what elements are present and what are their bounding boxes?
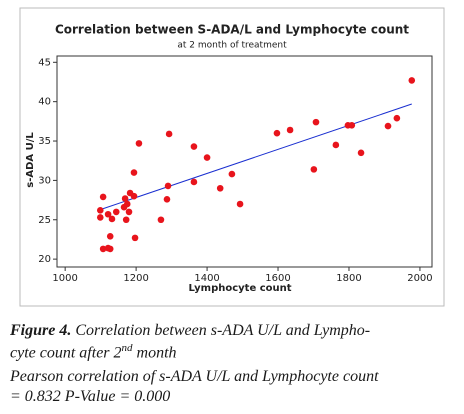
- x-tick-label: 1400: [194, 273, 219, 284]
- chart-subtitle: at 2 month of treatment: [177, 41, 287, 51]
- point: [112, 208, 120, 216]
- y-tick-label: 35: [38, 136, 51, 147]
- fit-line: [100, 103, 412, 210]
- point: [130, 169, 138, 176]
- point: [408, 77, 416, 84]
- figure-label: Figure 4.: [10, 322, 72, 339]
- point: [164, 182, 172, 190]
- point: [190, 178, 198, 186]
- point: [131, 234, 139, 242]
- point: [122, 216, 130, 224]
- caption-line: Pearson correlation of s-ADA U/L and Lym…: [10, 368, 379, 386]
- point: [393, 114, 401, 122]
- point: [123, 200, 131, 208]
- x-tick-label: 1000: [52, 273, 77, 284]
- point: [165, 130, 173, 138]
- point: [273, 129, 281, 137]
- x-tick-label: 1800: [336, 273, 361, 284]
- caption-text: = 0.832 P-Value = 0.000: [10, 388, 171, 405]
- x-axis-label: Lymphocyte count: [188, 283, 291, 294]
- x-tick-label: 1600: [265, 273, 290, 284]
- x-tick-label: 2000: [407, 273, 432, 284]
- y-axis-label: s-ADA U/L: [25, 132, 36, 188]
- point: [96, 214, 104, 221]
- point: [228, 170, 236, 178]
- point: [121, 195, 129, 202]
- superscript: nd: [121, 342, 133, 354]
- plot-area: [56, 55, 433, 268]
- caption-line: cyte count after 2nd month: [10, 342, 177, 362]
- point: [384, 122, 392, 130]
- point: [236, 200, 244, 208]
- point: [348, 121, 356, 129]
- point: [99, 245, 107, 253]
- point: [286, 126, 294, 134]
- y-tick-label: 40: [38, 97, 51, 108]
- point: [163, 195, 171, 203]
- caption-line: = 0.832 P-Value = 0.000: [10, 388, 170, 406]
- point: [99, 193, 107, 201]
- point: [96, 207, 104, 214]
- point: [125, 208, 133, 216]
- caption-text: Pearson correlation of s-ADA U/L and Lym…: [10, 368, 379, 385]
- y-tick-label: 20: [38, 254, 51, 265]
- caption-text: Correlation between s-ADA U/L and Lympho…: [75, 322, 371, 339]
- caption-line: Figure 4. Correlation between s-ADA U/L …: [10, 322, 370, 340]
- point: [108, 215, 116, 223]
- caption-text: cyte count after 2: [10, 344, 122, 362]
- point: [357, 149, 365, 157]
- point: [106, 245, 114, 253]
- y-tick-label: 25: [38, 215, 51, 226]
- point: [130, 192, 138, 200]
- point: [312, 118, 320, 126]
- y-tick-label: 30: [38, 175, 51, 186]
- point: [332, 141, 340, 149]
- chart-title: Correlation between S-ADA/L and Lymphocy…: [55, 23, 409, 37]
- caption-text: month: [132, 344, 177, 362]
- point: [157, 216, 165, 224]
- point: [203, 154, 211, 161]
- point: [310, 166, 318, 173]
- point: [106, 232, 114, 240]
- x-tick-label: 1200: [123, 273, 148, 284]
- chart: Correlation between S-ADA/L and Lymphocy…: [19, 7, 445, 307]
- point: [104, 210, 112, 218]
- y-tick-label: 45: [38, 57, 51, 68]
- point: [190, 143, 198, 150]
- point: [216, 184, 224, 192]
- point: [135, 140, 143, 147]
